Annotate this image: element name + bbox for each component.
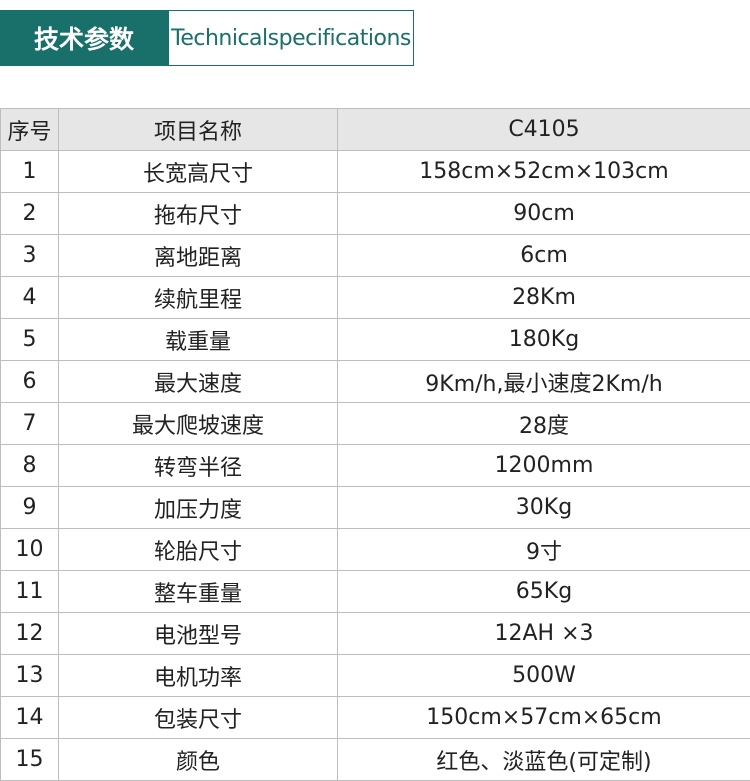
column-header: C4105 xyxy=(337,108,750,151)
table-cell: 30Kg xyxy=(337,486,750,529)
header-title: 技术参数 xyxy=(0,10,168,66)
table-row: 5 载重量 180Kg xyxy=(0,318,750,361)
table-row: 4 续航里程 28Km xyxy=(0,276,750,319)
table-cell: 1 xyxy=(0,150,59,193)
table-cell: 最大爬坡速度 xyxy=(58,402,338,445)
table-row: 8 转弯半径 1200mm xyxy=(0,444,750,487)
table-cell: 转弯半径 xyxy=(58,444,338,487)
table-row: 3 离地距离 6cm xyxy=(0,234,750,277)
table-cell: 6cm xyxy=(337,234,750,277)
table-cell: 包装尺寸 xyxy=(58,696,338,739)
table-cell: 拖布尺寸 xyxy=(58,192,338,235)
table-cell: 11 xyxy=(0,570,59,613)
table-cell: 158cm×52cm×103cm xyxy=(337,150,750,193)
table-cell: 轮胎尺寸 xyxy=(58,528,338,571)
table-row: 11 整车重量 65Kg xyxy=(0,570,750,613)
table-row: 9 加压力度 30Kg xyxy=(0,486,750,529)
header-row: 序号 项目名称 C4105 xyxy=(0,108,750,151)
table-cell: 5 xyxy=(0,318,59,361)
table-row: 12 电池型号 12AH ×3 xyxy=(0,612,750,655)
table-cell: 15 xyxy=(0,738,59,781)
header-subtitle: Technicalspecifications xyxy=(168,10,414,66)
table-row: 2 拖布尺寸 90cm xyxy=(0,192,750,235)
table-row: 10 轮胎尺寸 9寸 xyxy=(0,528,750,571)
table-cell: 12AH ×3 xyxy=(337,612,750,655)
table-cell: 90cm xyxy=(337,192,750,235)
table-cell: 加压力度 xyxy=(58,486,338,529)
table-cell: 8 xyxy=(0,444,59,487)
table-cell: 65Kg xyxy=(337,570,750,613)
column-header: 序号 xyxy=(0,108,59,151)
table-cell: 离地距离 xyxy=(58,234,338,277)
table-cell: 28度 xyxy=(337,402,750,445)
table-cell: 整车重量 xyxy=(58,570,338,613)
table-cell: 6 xyxy=(0,360,59,403)
table-cell: 180Kg xyxy=(337,318,750,361)
table-cell: 2 xyxy=(0,192,59,235)
spec-table: 序号 项目名称 C4105 1 长宽高尺寸 158cm×52cm×103cm 2 拖布尺寸 9… xyxy=(0,108,750,781)
table-cell: 3 xyxy=(0,234,59,277)
table-cell: 13 xyxy=(0,654,59,697)
table-row: 7 最大爬坡速度 28度 xyxy=(0,402,750,445)
table-cell: 长宽高尺寸 xyxy=(58,150,338,193)
table-cell: 10 xyxy=(0,528,59,571)
table-row: 6 最大速度 9Km/h,最小速度2Km/h xyxy=(0,360,750,403)
header: 技术参数 Technicalspecifications xyxy=(0,10,414,66)
table-row: 1 长宽高尺寸 158cm×52cm×103cm xyxy=(0,150,750,193)
table-cell: 150cm×57cm×65cm xyxy=(337,696,750,739)
table-cell: 电池型号 xyxy=(58,612,338,655)
table-cell: 电机功率 xyxy=(58,654,338,697)
table-cell: 7 xyxy=(0,402,59,445)
table-cell: 1200mm xyxy=(337,444,750,487)
table-cell: 9 xyxy=(0,486,59,529)
table-cell: 4 xyxy=(0,276,59,319)
table-row: 15 颜色 红色、淡蓝色(可定制) xyxy=(0,738,750,781)
table-cell: 载重量 xyxy=(58,318,338,361)
table-row: 14 包装尺寸 150cm×57cm×65cm xyxy=(0,696,750,739)
table-cell: 500W xyxy=(337,654,750,697)
table-row: 13 电机功率 500W xyxy=(0,654,750,697)
table-cell: 14 xyxy=(0,696,59,739)
table-cell: 9Km/h,最小速度2Km/h xyxy=(337,360,750,403)
table-cell: 9寸 xyxy=(337,528,750,571)
table-cell: 续航里程 xyxy=(58,276,338,319)
table-cell: 12 xyxy=(0,612,59,655)
column-header: 项目名称 xyxy=(58,108,338,151)
table-cell: 红色、淡蓝色(可定制) xyxy=(337,738,750,781)
table-cell: 28Km xyxy=(337,276,750,319)
table-cell: 最大速度 xyxy=(58,360,338,403)
table-cell: 颜色 xyxy=(58,738,338,781)
